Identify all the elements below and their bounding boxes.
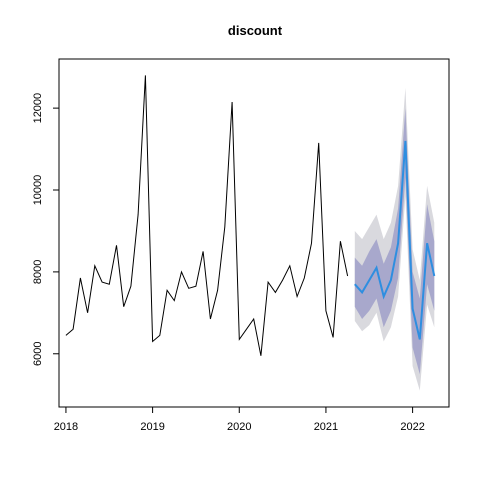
forecast-80-interval-band: [354, 108, 435, 375]
plot-frame: [58, 58, 450, 408]
y-tick-label: 6000: [32, 342, 44, 366]
y-tick-label: 10000: [32, 175, 44, 206]
forecast-series-line: [354, 140, 436, 340]
x-tick-label: 2019: [140, 421, 164, 433]
x-tick-label: 2020: [227, 421, 251, 433]
x-tick-label: 2022: [400, 421, 424, 433]
x-tick-label: 2021: [314, 421, 338, 433]
chart-title: discount: [228, 23, 283, 38]
y-tick-label: 8000: [32, 260, 44, 284]
forecast-interval-bands: [354, 87, 435, 391]
series-lines: [65, 75, 436, 356]
y-tick-label: 12000: [32, 93, 44, 124]
x-tick-label: 2018: [54, 421, 78, 433]
observed-series-line: [65, 75, 349, 356]
